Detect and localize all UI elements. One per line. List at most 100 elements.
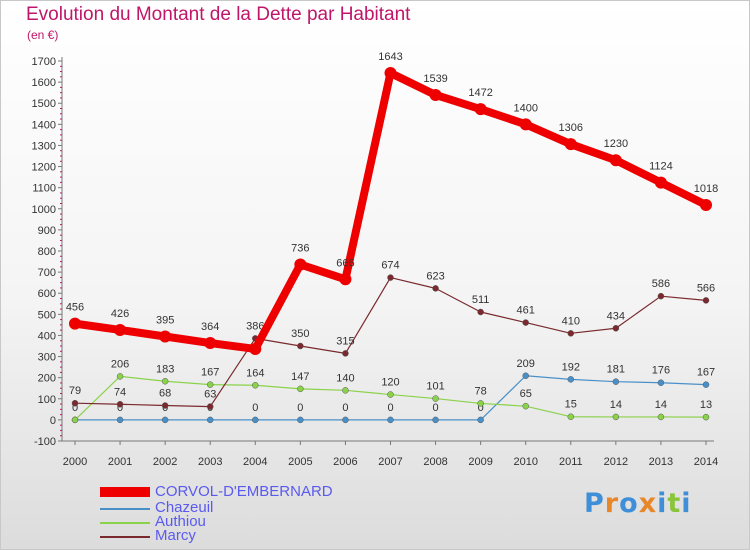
logo-letter: t [667, 488, 682, 519]
data-label-chazeuil: 192 [562, 361, 580, 373]
data-point-chazeuil [161, 416, 169, 424]
chart-title: Evolution du Montant de la Dette par Hab… [26, 4, 411, 25]
data-point-chazeuil [387, 416, 394, 424]
data-label-corvol-d-embernard: 1124 [649, 161, 673, 173]
data-label-chazeuil: 0 [342, 402, 348, 414]
x-tick-label: 2011 [559, 456, 583, 468]
data-label-chazeuil: 209 [517, 358, 535, 370]
data-point-chazeuil [567, 376, 575, 383]
legend-swatch-chazeuil [100, 508, 150, 510]
x-tick-label: 2002 [153, 456, 177, 468]
data-point-chazeuil [432, 416, 439, 424]
data-label-corvol-d-embernard: 1539 [423, 73, 447, 85]
data-point-authiou [612, 413, 620, 421]
data-point-authiou [567, 413, 575, 420]
proxiti-logo[interactable]: Proxiti [584, 488, 692, 519]
y-tick-label: 600 [38, 288, 56, 300]
data-point-marcy [657, 292, 665, 300]
y-tick-label: 700 [38, 267, 56, 279]
x-tick-label: 2000 [63, 456, 87, 468]
data-point-corvol-d-embernard [519, 118, 532, 131]
data-label-corvol-d-embernard: 736 [291, 243, 309, 255]
data-label-marcy: 434 [607, 310, 625, 322]
data-point-authiou [522, 402, 529, 410]
data-point-authiou [297, 385, 304, 393]
x-tick-label: 2008 [423, 456, 447, 468]
y-tick-label: 200 [38, 373, 56, 385]
x-tick-label: 2006 [333, 456, 357, 468]
logo-letter: o [619, 488, 639, 519]
x-tick-label: 2009 [468, 456, 492, 468]
x-tick-label: 2012 [604, 456, 628, 468]
y-tick-label: -100 [34, 436, 56, 448]
y-tick-label: 500 [38, 309, 56, 321]
data-point-corvol-d-embernard [429, 88, 442, 101]
x-tick-label: 2005 [288, 456, 312, 468]
data-point-corvol-d-embernard [204, 337, 217, 350]
data-point-authiou [252, 382, 259, 389]
x-tick-label: 2010 [513, 456, 537, 468]
data-point-chazeuil [702, 381, 710, 388]
data-point-chazeuil [477, 416, 484, 424]
data-point-corvol-d-embernard [339, 273, 352, 286]
y-tick-label: 1500 [32, 98, 56, 110]
y-tick-label: 1600 [32, 77, 56, 89]
data-label-corvol-d-embernard: 456 [66, 302, 84, 314]
data-point-authiou [71, 416, 79, 424]
data-point-authiou [116, 373, 124, 380]
data-point-authiou [342, 387, 349, 394]
data-point-corvol-d-embernard [564, 138, 577, 151]
data-label-authiou: 120 [381, 377, 399, 389]
data-point-marcy [342, 350, 349, 357]
data-point-authiou [206, 381, 214, 388]
data-point-marcy [567, 330, 575, 337]
y-tick-label: 900 [38, 225, 56, 237]
data-point-authiou [432, 395, 439, 402]
data-label-marcy: 566 [697, 282, 715, 294]
data-label-marcy: 63 [204, 389, 216, 401]
series-line-corvol-d-embernard [71, 69, 710, 353]
legend-label-marcy: Marcy [155, 527, 196, 544]
y-tick-label: 0 [50, 415, 56, 427]
chart-unit-label: (en €) [27, 28, 59, 42]
data-point-corvol-d-embernard [159, 330, 172, 343]
data-point-marcy [612, 325, 620, 332]
x-tick-label: 2013 [649, 456, 673, 468]
data-label-authiou: 14 [610, 399, 622, 411]
data-point-chazeuil [116, 416, 124, 424]
data-label-marcy: 315 [336, 335, 354, 347]
data-label-marcy: 586 [652, 278, 670, 290]
data-label-authiou: 206 [111, 358, 129, 370]
data-label-chazeuil: 0 [117, 402, 123, 414]
data-label-authiou: 147 [291, 371, 309, 383]
y-tick-label: 300 [38, 352, 56, 364]
x-tick-label: 2004 [243, 456, 267, 468]
data-point-corvol-d-embernard [609, 154, 622, 167]
y-tick-label: 1300 [32, 140, 56, 152]
data-point-chazeuil [522, 372, 529, 380]
data-label-authiou: 140 [336, 372, 354, 384]
y-tick-label: 1000 [32, 204, 56, 216]
data-label-corvol-d-embernard: 1018 [694, 183, 718, 195]
data-point-authiou [657, 413, 665, 421]
data-label-corvol-d-embernard: 426 [111, 308, 129, 320]
data-label-marcy: 74 [114, 386, 126, 398]
logo-letter: x [638, 488, 658, 519]
data-point-marcy [116, 401, 124, 408]
data-label-authiou: 14 [655, 399, 667, 411]
data-point-chazeuil [612, 378, 620, 385]
logo-letter: P [584, 488, 605, 519]
data-point-chazeuil [342, 416, 349, 424]
data-label-corvol-d-embernard: 395 [156, 315, 174, 327]
data-label-chazeuil: 0 [387, 402, 393, 414]
x-tick-label: 2001 [108, 456, 132, 468]
data-point-marcy [432, 285, 439, 292]
data-point-authiou [161, 378, 169, 385]
x-tick-label: 2003 [198, 456, 222, 468]
data-point-corvol-d-embernard [654, 176, 667, 189]
data-point-corvol-d-embernard [700, 198, 712, 211]
data-point-marcy [71, 399, 79, 407]
y-tick-label: 1700 [32, 56, 56, 68]
